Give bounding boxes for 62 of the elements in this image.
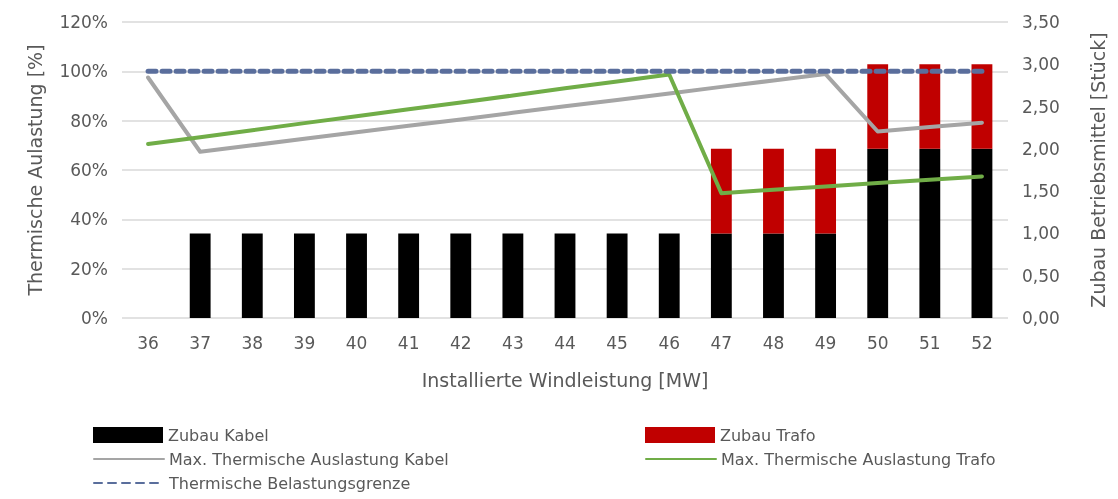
- x-tick-label: 37: [189, 332, 211, 353]
- y-tick-label: 100%: [59, 61, 108, 82]
- bar: [710, 233, 732, 318]
- x-tick-label: 47: [710, 332, 733, 353]
- x-axis-title: Installierte Windleistung [MW]: [421, 368, 709, 391]
- y2-axis-title: Zubau Betriebsmittel [Stück]: [1086, 32, 1109, 308]
- y2-tick-label: 2,50: [1022, 96, 1060, 117]
- y2-tick-label: 3,00: [1022, 54, 1060, 75]
- x-tick-label: 43: [502, 332, 524, 353]
- y-tick-label: 60%: [70, 160, 108, 180]
- bar: [763, 148, 784, 234]
- y2-tick-label: 2,00: [1022, 138, 1060, 159]
- legend-label: Zubau Trafo: [720, 425, 816, 445]
- x-tick-label: 46: [658, 332, 681, 353]
- x-tick-label: 45: [606, 332, 628, 353]
- y2-tick-label: 0,00: [1022, 308, 1060, 328]
- y-tick-label: 120%: [59, 12, 108, 32]
- x-tick-label: 38: [241, 332, 264, 353]
- x-tick-label: 39: [293, 332, 316, 353]
- y2-tick-label: 0,50: [1022, 265, 1060, 286]
- bar: [241, 233, 263, 318]
- bar: [815, 148, 837, 234]
- bar: [450, 233, 472, 318]
- bar: [554, 233, 576, 318]
- bar: [606, 233, 628, 318]
- bar: [710, 148, 732, 234]
- y-tick-label: 20%: [70, 258, 108, 279]
- bar: [189, 233, 211, 318]
- bar: [658, 233, 680, 318]
- bar: [815, 233, 837, 318]
- y-tick-label: 0%: [81, 308, 108, 328]
- line-series: [146, 72, 984, 196]
- bar: [398, 233, 420, 318]
- x-tick-label: 49: [814, 332, 837, 353]
- bar: [293, 233, 315, 318]
- y-axis-title: Thermische Aulastung [%]: [23, 44, 46, 297]
- line-series: [146, 72, 984, 154]
- y2-tick-label: 1,50: [1022, 181, 1060, 202]
- bar: [502, 233, 524, 318]
- legend-label: Max. Thermische Auslastung Trafo: [721, 449, 996, 469]
- y-tick-label: 40%: [70, 209, 108, 230]
- x-tick-label: 42: [449, 332, 472, 353]
- bar: [971, 64, 993, 149]
- y-tick-label: 80%: [70, 110, 108, 131]
- legend-label: Zubau Kabel: [168, 425, 269, 445]
- bar: [346, 233, 367, 318]
- bar: [763, 233, 784, 318]
- x-tick-label: 36: [137, 332, 159, 353]
- x-tick-label: 44: [554, 332, 576, 353]
- x-tick-label: 50: [866, 332, 889, 353]
- bar: [971, 148, 993, 318]
- bar: [919, 148, 941, 318]
- x-tick-label: 48: [762, 332, 785, 353]
- y2-tick-label: 1,00: [1022, 223, 1060, 244]
- y2-tick-label: 3,50: [1022, 12, 1060, 32]
- legend-label: Max. Thermische Auslastung Kabel: [169, 449, 449, 469]
- legend-label: Thermische Belastungsgrenze: [168, 473, 411, 493]
- x-tick-label: 51: [919, 332, 941, 353]
- x-tick-label: 52: [971, 332, 993, 353]
- bar: [867, 148, 889, 318]
- x-tick-label: 40: [345, 332, 368, 353]
- x-tick-label: 41: [397, 332, 420, 353]
